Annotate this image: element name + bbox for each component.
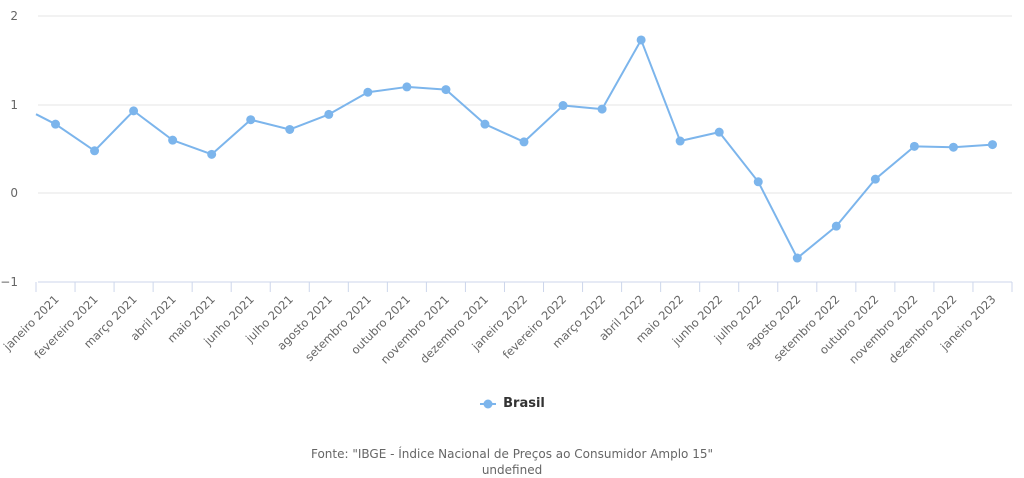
y-tick-label: 0 bbox=[10, 186, 18, 200]
data-point[interactable] bbox=[831, 221, 841, 231]
data-point[interactable] bbox=[948, 142, 958, 152]
legend-marker-icon bbox=[480, 399, 497, 408]
data-point[interactable] bbox=[480, 119, 490, 129]
legend-item-brasil[interactable]: Brasil bbox=[479, 396, 545, 411]
data-point[interactable] bbox=[285, 124, 295, 134]
gridlines bbox=[38, 15, 1012, 283]
x-axis-ticks bbox=[35, 282, 1013, 292]
data-point[interactable] bbox=[441, 85, 451, 95]
source-text-second-line: undefined bbox=[481, 463, 543, 477]
data-point[interactable] bbox=[558, 101, 568, 111]
data-point[interactable] bbox=[402, 82, 412, 92]
series-brasil[interactable] bbox=[35, 35, 997, 263]
data-point[interactable] bbox=[519, 137, 529, 147]
source-note: Fonte: "IBGE - Índice Nacional de Preços… bbox=[0, 446, 1024, 478]
data-point[interactable] bbox=[870, 174, 880, 184]
data-point[interactable] bbox=[675, 136, 685, 146]
data-point[interactable] bbox=[597, 104, 607, 114]
data-point[interactable] bbox=[363, 87, 373, 97]
data-point[interactable] bbox=[207, 149, 217, 159]
data-point[interactable] bbox=[90, 146, 100, 156]
data-point[interactable] bbox=[324, 109, 334, 119]
x-tick-label: dezembro 2022 bbox=[886, 292, 960, 366]
source-text: Fonte: "IBGE - Índice Nacional de Preços… bbox=[310, 447, 713, 461]
legend: Brasil bbox=[0, 396, 1024, 414]
data-point[interactable] bbox=[753, 177, 763, 187]
y-tick-label: −1 bbox=[0, 275, 18, 289]
x-tick-label: novembro 2021 bbox=[378, 292, 452, 366]
series-line-brasil bbox=[35, 38, 993, 260]
data-point[interactable] bbox=[792, 253, 802, 263]
legend-label: Brasil bbox=[503, 396, 545, 411]
data-point[interactable] bbox=[636, 35, 646, 45]
y-tick-label: 2 bbox=[10, 9, 18, 23]
data-point[interactable] bbox=[129, 106, 139, 116]
data-point[interactable] bbox=[168, 135, 178, 145]
data-point[interactable] bbox=[714, 127, 724, 137]
data-point[interactable] bbox=[987, 140, 997, 150]
data-point[interactable] bbox=[51, 119, 61, 129]
y-tick-label: 1 bbox=[10, 98, 18, 112]
y-axis-labels: 2 1 0 −1 bbox=[0, 9, 18, 289]
x-tick-label: dezembro 2021 bbox=[417, 292, 491, 366]
data-point[interactable] bbox=[909, 141, 919, 151]
data-point[interactable] bbox=[246, 115, 256, 125]
x-tick-label: novembro 2022 bbox=[846, 292, 920, 366]
